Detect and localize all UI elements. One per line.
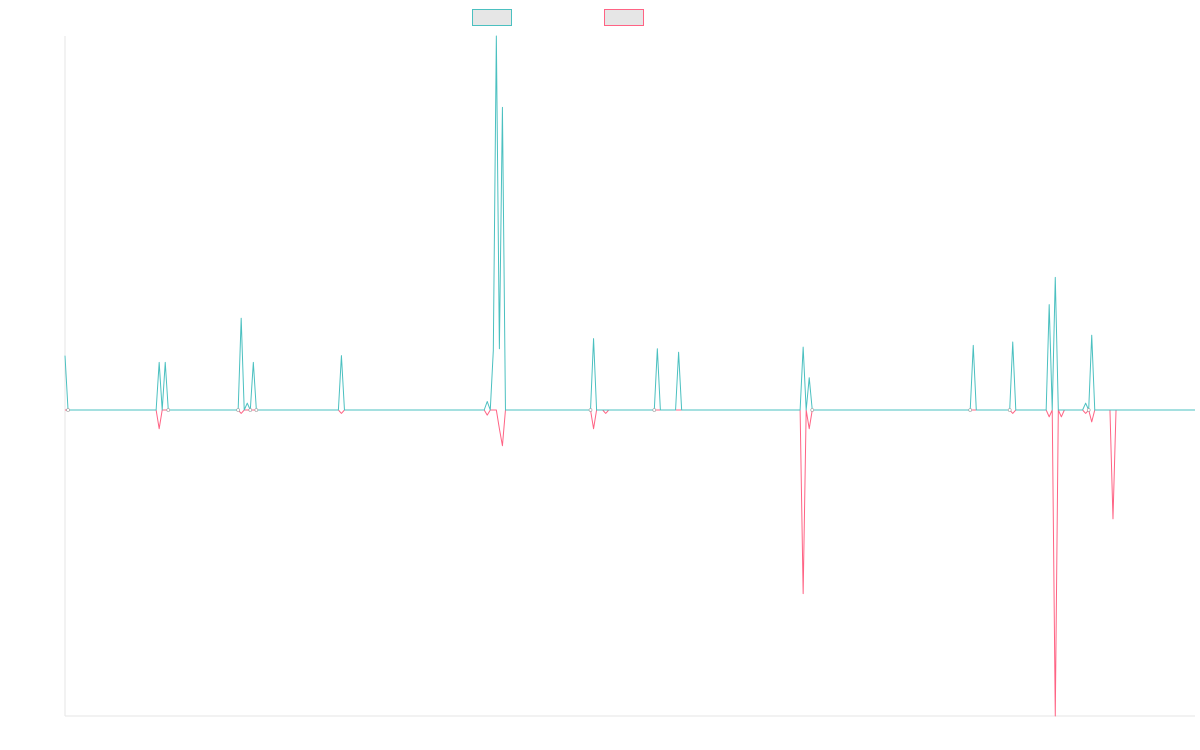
series-line-2	[65, 409, 1195, 717]
legend-item-1[interactable]	[472, 9, 512, 26]
data-point[interactable]	[248, 408, 253, 412]
data-point[interactable]	[1086, 408, 1091, 412]
data-point[interactable]	[1007, 408, 1012, 412]
data-point[interactable]	[652, 408, 657, 412]
axes	[64, 36, 1195, 717]
data-point[interactable]	[254, 408, 259, 412]
series-layer	[64, 35, 1195, 717]
legend-item-2[interactable]	[604, 9, 644, 26]
legend-swatch	[472, 9, 512, 26]
series-line-1	[64, 35, 1195, 411]
data-point[interactable]	[166, 408, 171, 412]
data-point[interactable]	[588, 408, 593, 412]
data-point[interactable]	[968, 408, 973, 412]
legend[interactable]	[472, 9, 644, 26]
data-point[interactable]	[810, 408, 815, 412]
data-point[interactable]	[236, 408, 240, 412]
legend-swatch	[604, 9, 644, 26]
data-point[interactable]	[66, 408, 70, 412]
